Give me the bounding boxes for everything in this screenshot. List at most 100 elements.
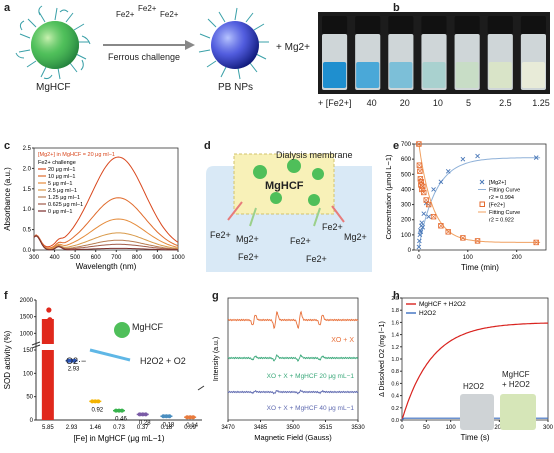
legend-entry: [Mg2+] (489, 180, 506, 186)
fe-point (425, 201, 432, 208)
axis-break (197, 385, 205, 391)
axis-break (31, 341, 41, 346)
sod-point (90, 399, 95, 404)
bar-value-label: 0.46 (115, 417, 127, 423)
x-tick-label: 300 (543, 425, 554, 431)
sod-point (96, 399, 101, 404)
x-tick-label: 1.46 (89, 425, 101, 431)
legend-entry: Fitting Curve (489, 210, 520, 216)
x-tick-label: 700 (111, 255, 122, 261)
mg-point (419, 220, 425, 226)
fe-point-cross (431, 214, 436, 219)
fe-point (416, 162, 423, 168)
vial-solution (323, 62, 347, 88)
fe-point-cross (438, 223, 444, 228)
ferrous-challenge-arrow (103, 40, 195, 50)
series-label: XO + X + MgHCF 40 μg mL−1 (267, 405, 355, 412)
vials-photo (318, 12, 550, 94)
x-tick-label: 0.37 (137, 425, 149, 431)
dialysis-membrane-label: Dialysis membrane (276, 150, 353, 160)
x-tick-label: 400 (50, 255, 61, 261)
x-tick-label: 0.18 (161, 425, 173, 431)
x-tick-label: 200 (512, 255, 523, 261)
concentration-label: 1.25 (532, 98, 550, 108)
axis-break (31, 344, 41, 349)
vial-cap (388, 16, 414, 34)
sod-point (137, 412, 142, 417)
mg-point (533, 155, 539, 160)
fe-point-cross (460, 235, 466, 241)
legend-entry: H2O2 (419, 310, 436, 317)
legend-entry: Fitting Curve (489, 188, 520, 194)
legend-entry: 2.5 μg ml−1 (48, 188, 77, 194)
concentration-label: 20 (399, 98, 410, 108)
x-tick-label: 5.85 (42, 425, 54, 431)
vial-cap (487, 16, 513, 34)
legend-entry: 0.625 μg ml−1 (48, 202, 83, 208)
legend-entry: 0 μg ml−1 (48, 209, 72, 215)
photo-label-mghcf: MgHCF (502, 370, 530, 379)
h2o2-photo (460, 394, 494, 430)
sod-point (188, 415, 193, 420)
pb-nps-name: PB NPs (218, 82, 254, 93)
legend-entry: 10 μg ml−1 (48, 174, 75, 180)
y-tick-label: 0.8 (391, 369, 399, 375)
fe-point (416, 141, 422, 147)
photo-label-h2o2: H2O2 (463, 382, 484, 391)
fe-ion-3: Fe2+ (160, 10, 179, 19)
legend-entry: 20 μg ml−1 (48, 167, 75, 173)
fe-point (420, 183, 426, 190)
panel-label-h: h (393, 290, 400, 302)
ion-fe-5: Fe2+ (322, 222, 343, 232)
bar-value-label: 0.92 (91, 407, 103, 413)
series-label: XO + X (331, 337, 354, 344)
y-tick-label: 2.0 (23, 166, 32, 172)
sod-point (93, 399, 98, 404)
legend-entry: [Fe2+] (489, 203, 505, 209)
fe-row-label: + [Fe2+] (318, 98, 352, 108)
sod-point (114, 408, 118, 413)
bar-value-label: 0.28 (139, 420, 151, 426)
sod-point (167, 414, 172, 419)
x-tick-label: 3500 (286, 425, 300, 431)
panel-label-g: g (212, 290, 219, 302)
sod-point (185, 415, 190, 420)
mghcf-h2o2-photo (500, 394, 536, 430)
y-tick-label: 1.0 (391, 357, 399, 363)
concentration-label: 10 (432, 98, 443, 108)
panel-label-f: f (4, 290, 8, 302)
vial-cap (520, 16, 546, 34)
spectrum-line (33, 232, 179, 250)
x-tick-label: 0.73 (113, 425, 125, 431)
y-tick-label: 0.0 (391, 418, 399, 424)
spectrum-line (33, 218, 179, 250)
y-axis-label: SOD activity (%) (3, 330, 12, 389)
vial-solution (356, 62, 380, 88)
ion-fe-2: Fe2+ (238, 252, 259, 262)
x-tick-label: 3530 (351, 425, 365, 431)
sod-point (140, 412, 145, 417)
x-tick-label: 50 (423, 425, 430, 431)
x-tick-label: 2.93 (66, 425, 78, 431)
y-tick-label: 2000 (20, 298, 34, 304)
mg-point (460, 156, 466, 162)
chart-g-epr: 3470 3485 3500 3515 3530 Magnetic Field (Gaus… (213, 297, 365, 442)
panel-label-d: d (204, 140, 211, 152)
mg-point (417, 238, 422, 244)
panel-label-e: e (393, 140, 400, 152)
x-tick-label: 0 (417, 255, 421, 261)
mg-point (438, 179, 444, 185)
o2-curve (401, 322, 548, 421)
y-tick-label: 0.6 (391, 381, 399, 387)
legend-entry: 5 μg ml−1 (48, 181, 72, 187)
y-tick-label: 1500 (20, 315, 34, 321)
sod-point (46, 307, 52, 313)
x-tick-label: 3470 (221, 425, 235, 431)
y-tick-label: 100 (23, 371, 34, 377)
ion-mg-2: Mg2+ (344, 232, 367, 242)
bar-value-label: 0.14 (186, 423, 198, 429)
vial-cap (454, 16, 480, 34)
x-tick-label: 3515 (319, 425, 333, 431)
legend-title: Fe2+ challenge (38, 160, 76, 166)
y-tick-label: 0.4 (391, 394, 399, 400)
